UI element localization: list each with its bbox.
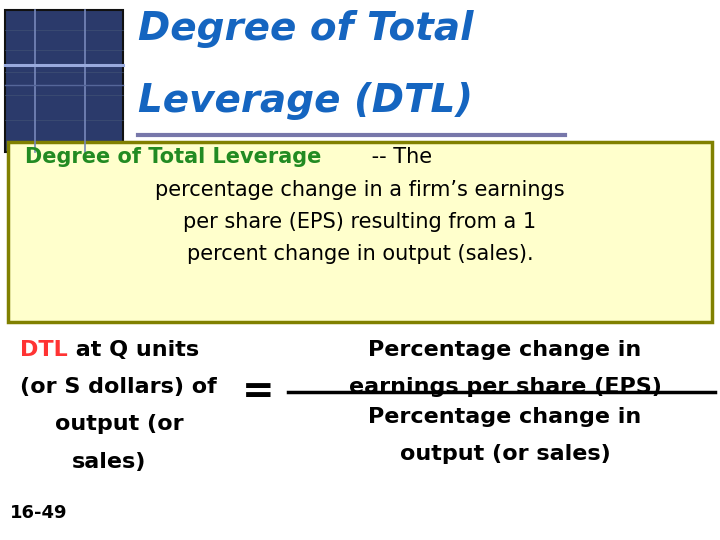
Text: DTL: DTL [20,340,68,360]
Text: per share (EPS) resulting from a 1: per share (EPS) resulting from a 1 [184,212,536,232]
Text: percent change in output (sales).: percent change in output (sales). [186,244,534,264]
Text: sales): sales) [72,452,146,472]
Text: =: = [242,373,274,411]
Text: Degree of Total: Degree of Total [138,10,474,48]
Text: (or S dollars) of: (or S dollars) of [20,377,217,397]
Text: Leverage (DTL): Leverage (DTL) [138,82,473,120]
Text: 16-49: 16-49 [10,504,68,522]
Text: earnings per share (EPS): earnings per share (EPS) [348,377,662,397]
Text: Degree of Total Leverage: Degree of Total Leverage [25,147,321,167]
Text: -- The: -- The [365,147,432,167]
FancyBboxPatch shape [5,10,123,152]
Text: output (or: output (or [55,414,184,434]
Text: at Q units: at Q units [68,340,199,360]
Text: Percentage change in: Percentage change in [369,340,642,360]
FancyBboxPatch shape [8,142,712,322]
Text: percentage change in a firm’s earnings: percentage change in a firm’s earnings [156,180,564,200]
Text: output (or sales): output (or sales) [400,444,611,464]
Text: Percentage change in: Percentage change in [369,407,642,427]
